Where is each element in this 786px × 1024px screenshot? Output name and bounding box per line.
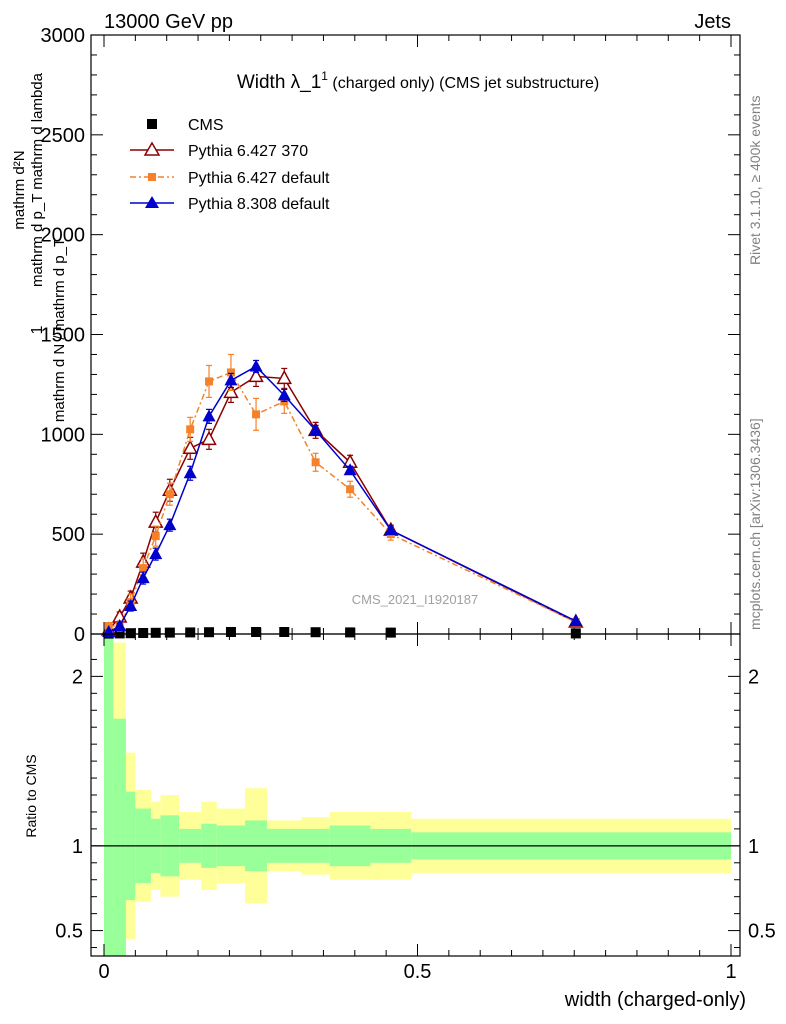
data-point bbox=[150, 627, 161, 638]
legend: CMS Pythia 6.427 370 Pythia 6.427 defaul… bbox=[130, 117, 330, 213]
main-ytick-label: 1500 bbox=[41, 325, 86, 347]
data-point bbox=[185, 627, 196, 638]
main-ytick-label: 0 bbox=[74, 624, 85, 646]
xtick-label: 0 bbox=[98, 961, 109, 983]
series-1 bbox=[100, 365, 584, 636]
data-point bbox=[124, 599, 138, 612]
legend-label-pythia8-default: Pythia 8.308 default bbox=[188, 196, 330, 213]
header-right: Jets bbox=[694, 11, 731, 33]
data-point bbox=[138, 628, 149, 639]
data-point bbox=[310, 627, 321, 638]
data-point bbox=[186, 425, 195, 434]
data-point bbox=[125, 628, 136, 639]
main-series bbox=[100, 353, 584, 639]
data-point bbox=[149, 547, 163, 560]
data-point bbox=[182, 439, 198, 455]
data-point bbox=[277, 388, 291, 401]
plot-title: Width λ_11 (charged only) (CMS jet subst… bbox=[237, 69, 599, 93]
ratio-ylabel: Ratio to CMS bbox=[23, 754, 39, 837]
main-ytick-label: 2000 bbox=[41, 225, 86, 247]
data-point bbox=[309, 423, 323, 436]
data-point bbox=[345, 627, 356, 638]
data-point bbox=[251, 627, 262, 638]
header-left: 13000 GeV pp bbox=[104, 11, 233, 33]
data-point bbox=[139, 564, 148, 573]
legend-label-cms: CMS bbox=[188, 117, 224, 134]
data-point bbox=[163, 518, 177, 531]
data-point bbox=[204, 627, 215, 638]
legend-marker-pythia6-370 bbox=[143, 141, 161, 156]
legend-marker-pythia8-default bbox=[145, 196, 159, 208]
data-point bbox=[151, 532, 160, 541]
axes: 0 500 1000 1500 2000 2500 3000 0 0.5 1 0.5 0.5 1 1 2 2 bbox=[41, 25, 776, 983]
ratio-bands bbox=[104, 634, 731, 956]
ratio-ytick-label: 2 bbox=[72, 666, 83, 688]
data-point bbox=[183, 466, 197, 479]
data-point bbox=[223, 383, 239, 399]
data-point bbox=[226, 368, 235, 377]
series-line bbox=[108, 365, 577, 633]
ylabel-numerator: mathrm d²N bbox=[11, 150, 28, 229]
data-point bbox=[147, 513, 164, 528]
main-ylabel: 1 mathrm d N / mathrm d p_T mathrm d²N m… bbox=[11, 72, 68, 422]
main-ytick-label: 3000 bbox=[41, 25, 86, 47]
data-point bbox=[343, 463, 357, 476]
data-point bbox=[224, 373, 238, 386]
ylabel-prefix: 1 bbox=[29, 325, 46, 334]
xtick-label: 1 bbox=[725, 961, 736, 983]
series-0 bbox=[103, 627, 581, 639]
analysis-watermark: CMS_2021_I1920187 bbox=[352, 592, 479, 607]
ratio-band-inner bbox=[113, 718, 126, 956]
data-point bbox=[201, 430, 217, 446]
side-label-mcplots: mcplots.cern.ch [arXiv:1306.3436] bbox=[747, 418, 763, 630]
data-point bbox=[113, 619, 127, 632]
legend-marker-cms bbox=[147, 119, 157, 129]
ylabel-denominator: mathrm d p_T mathrm d lambda bbox=[29, 72, 46, 287]
series-3 bbox=[102, 359, 583, 638]
data-point bbox=[248, 367, 264, 383]
data-point bbox=[311, 458, 320, 467]
side-label-rivet: Rivet 3.1.10, ≥ 400k events bbox=[747, 95, 763, 265]
data-point bbox=[164, 627, 175, 638]
data-point bbox=[249, 359, 263, 372]
data-point bbox=[205, 377, 214, 386]
ratio-band-inner bbox=[104, 634, 114, 956]
ylabel-prefix-den: mathrm d N / mathrm d p_T bbox=[51, 238, 68, 422]
data-point bbox=[346, 485, 355, 494]
ratio-ytick-label-right: 2 bbox=[748, 666, 759, 688]
legend-marker-pythia6-default bbox=[148, 173, 156, 181]
main-ytick-label: 2500 bbox=[41, 125, 86, 147]
ratio-frame bbox=[90, 633, 741, 957]
xtick-label: 0.5 bbox=[404, 961, 432, 983]
series-line bbox=[108, 371, 577, 627]
ratio-ytick-label-right: 0.5 bbox=[748, 921, 776, 943]
series-2 bbox=[104, 353, 580, 632]
ratio-ytick-label-right: 1 bbox=[748, 836, 759, 858]
ratio-ytick-label: 1 bbox=[72, 836, 83, 858]
main-ytick-label: 1000 bbox=[41, 424, 86, 446]
data-point bbox=[165, 490, 174, 499]
data-point bbox=[225, 627, 236, 638]
x-axis-label: width (charged-only) bbox=[564, 989, 746, 1011]
legend-label-pythia6-default: Pythia 6.427 default bbox=[188, 170, 330, 187]
data-point bbox=[202, 409, 216, 422]
data-point bbox=[279, 627, 290, 638]
data-point bbox=[252, 410, 261, 419]
legend-label-pythia6-370: Pythia 6.427 370 bbox=[188, 143, 308, 160]
data-point bbox=[276, 369, 293, 385]
data-point bbox=[569, 614, 583, 627]
data-point bbox=[384, 523, 398, 536]
data-point bbox=[136, 571, 150, 584]
ratio-ytick-label: 0.5 bbox=[55, 921, 83, 943]
main-ytick-label: 500 bbox=[52, 524, 85, 546]
data-point bbox=[385, 627, 396, 638]
